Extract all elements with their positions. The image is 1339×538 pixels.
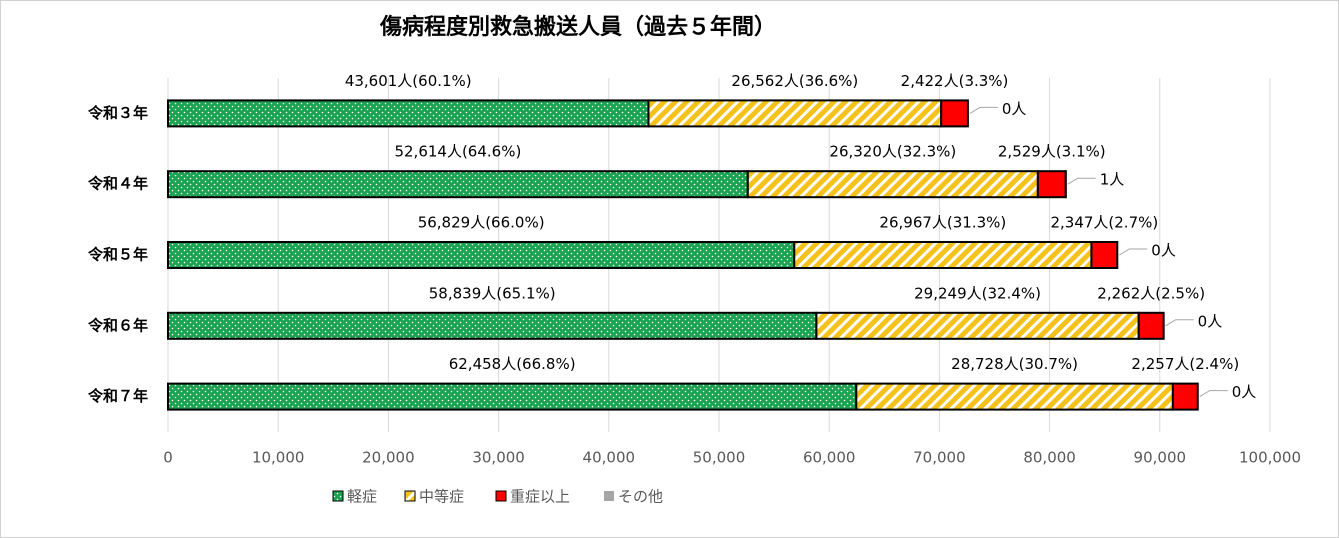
leader-line: [1199, 390, 1228, 398]
y-tick-label: 令和７年: [88, 387, 148, 405]
bar-segment: [167, 170, 749, 199]
legend-swatch: [604, 491, 614, 501]
bar-segment: [793, 241, 1093, 269]
x-tick-label: 40,000: [583, 449, 636, 467]
legend-swatch: [495, 490, 507, 502]
bar-segment: [167, 241, 796, 269]
data-label: 2,257人(2.4%): [1131, 355, 1239, 373]
y-tick-label: 令和４年: [88, 175, 148, 193]
legend-swatch: [332, 490, 344, 502]
data-label: 26,320人(32.3%): [829, 143, 956, 161]
data-label: 0人: [1232, 383, 1257, 401]
data-label: 2,262人(2.5%): [1097, 284, 1205, 302]
y-tick-label: 令和６年: [88, 316, 148, 334]
bar-segment: [167, 99, 650, 128]
legend-label: 軽症: [347, 488, 377, 506]
data-label: 62,458人(66.8%): [449, 355, 576, 373]
legend-label: 重症以上: [510, 488, 570, 506]
x-tick-label: 10,000: [252, 449, 305, 467]
data-label: 56,829人(66.0%): [418, 214, 545, 232]
bar-segment: [167, 311, 818, 340]
bar-segment: [647, 99, 943, 128]
bar-segment: [746, 170, 1039, 199]
chart-title: 傷病程度別救急搬送人員（過去５年間）: [379, 14, 776, 40]
leader-line: [1067, 177, 1096, 185]
legend-label: 中等症: [419, 488, 464, 506]
data-label: 58,839人(65.1%): [429, 284, 556, 302]
data-label: 26,967人(31.3%): [879, 214, 1006, 232]
data-label: 1人: [1100, 171, 1125, 189]
legend-swatch: [404, 490, 416, 502]
x-tick-label: 60,000: [803, 449, 856, 467]
leader-line: [1119, 248, 1148, 256]
bar-segment: [1036, 170, 1067, 199]
x-tick-label: 70,000: [913, 449, 966, 467]
x-tick-label: 50,000: [693, 449, 746, 467]
x-tick-label: 30,000: [472, 449, 525, 467]
data-label: 43,601人(60.1%): [345, 72, 472, 90]
leader-line: [1165, 319, 1194, 327]
data-label: 29,249人(32.4%): [914, 284, 1041, 302]
y-tick-label: 令和５年: [88, 246, 148, 264]
data-label: 2,529人(3.1%): [998, 143, 1106, 161]
data-label: 52,614人(64.6%): [394, 143, 521, 161]
bar-segment: [940, 99, 969, 128]
data-label: 28,728人(30.7%): [951, 355, 1078, 373]
data-label: 0人: [1198, 312, 1223, 330]
bar-segment: [1137, 311, 1165, 340]
bar-segment: [815, 311, 1140, 340]
data-label: 0人: [1151, 242, 1176, 260]
legend-label: その他: [618, 488, 663, 506]
bar-segment: [1171, 382, 1199, 411]
data-label: 26,562人(36.6%): [731, 72, 858, 90]
x-tick-label: 0: [163, 449, 173, 467]
data-label: 2,347人(2.7%): [1050, 214, 1158, 232]
x-tick-label: 20,000: [362, 449, 415, 467]
bar-segment: [1090, 241, 1119, 269]
bar-segment: [167, 382, 858, 411]
leader-line: [969, 106, 998, 114]
x-tick-label: 100,000: [1239, 449, 1301, 467]
data-label: 2,422人(3.3%): [901, 72, 1009, 90]
x-tick-label: 90,000: [1134, 449, 1187, 467]
bar-segment: [855, 382, 1174, 411]
x-tick-label: 80,000: [1023, 449, 1076, 467]
data-label: 0人: [1002, 100, 1027, 118]
y-tick-label: 令和３年: [88, 104, 148, 122]
